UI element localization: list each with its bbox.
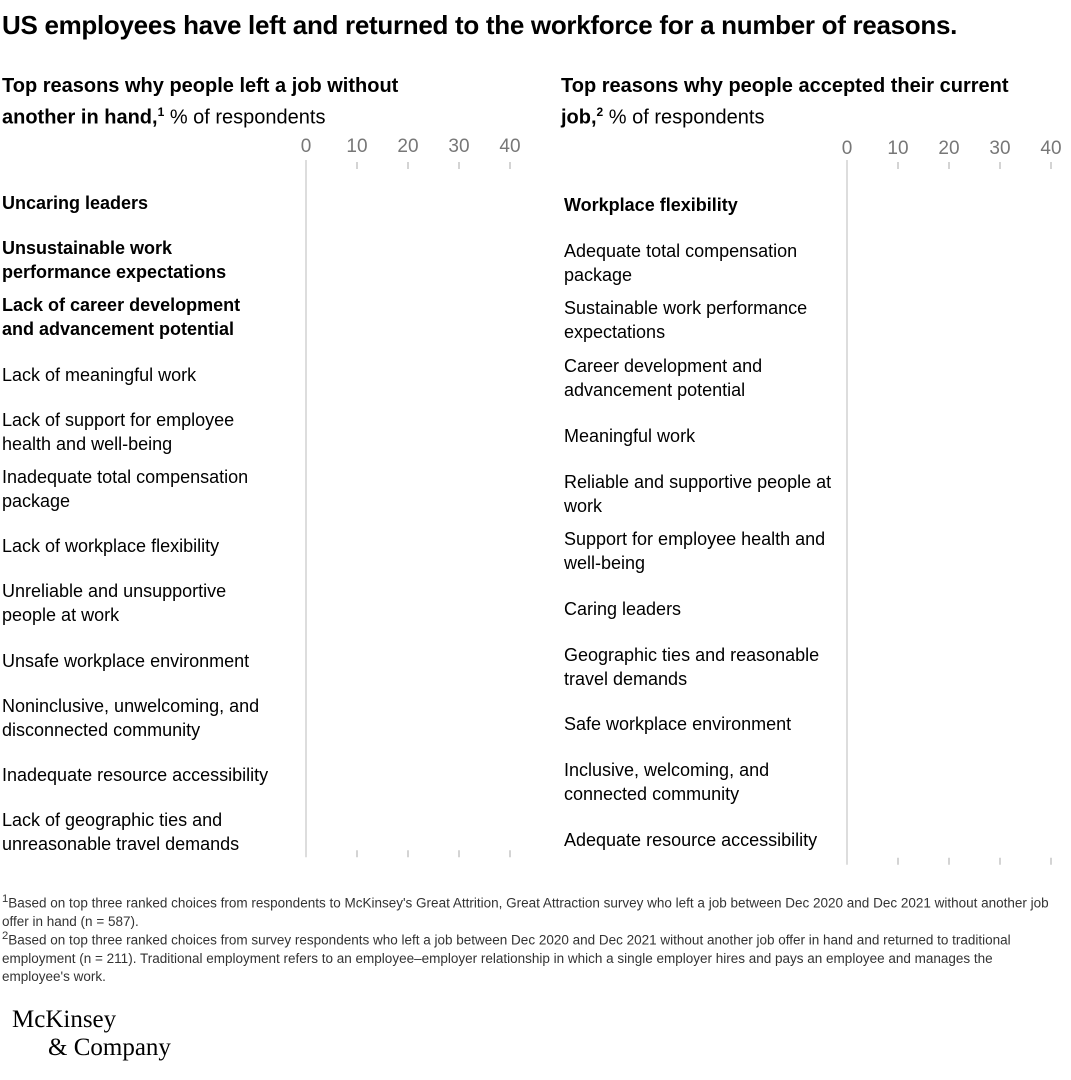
footnote-marker: 2 (2, 930, 9, 942)
category-label: Workplace flexibility (564, 195, 738, 215)
footnote-text: Based on top three ranked choices from s… (2, 932, 1011, 984)
footnote: 2Based on top three ranked choices from … (2, 927, 1062, 986)
x-tick-label: 40 (1040, 138, 1062, 159)
category-label: Lack of career development and advanceme… (2, 295, 241, 340)
logo-line: McKinsey (12, 1006, 117, 1033)
chart-subtitle: % of respondents (608, 106, 765, 129)
category-label: Caring leaders (564, 598, 682, 619)
x-tick-label: 40 (499, 136, 521, 157)
footnote-text: Based on top three ranked choices from r… (2, 895, 1049, 929)
category-label: Noninclusive, unwelcoming, and disconnec… (2, 695, 260, 740)
category-label: Unsafe workplace environment (2, 650, 250, 671)
chart-title-text: Top reasons why people accepted their cu… (561, 75, 1009, 129)
chart-title-text: Top reasons why people left a job withou… (2, 75, 399, 129)
category-label: Safe workplace environment (564, 714, 792, 735)
category-label: Geographic ties and reasonable travel de… (564, 644, 820, 689)
chart-title: Top reasons why people left a job withou… (2, 73, 472, 131)
category-label: Adequate resource accessibility (564, 829, 818, 850)
logo-line: & Company (48, 1034, 171, 1061)
x-tick-label: 10 (887, 138, 909, 159)
category-label: Unsustainable work performance expectati… (2, 238, 227, 283)
category-label: Unreliable and unsupportive people at wo… (2, 581, 227, 626)
category-label: Lack of geographic ties and unreasonable… (2, 810, 240, 855)
x-tick-label: 0 (841, 138, 853, 159)
footnote-marker: 1 (2, 893, 9, 905)
title-note: 2 (596, 105, 604, 119)
category-label: Uncaring leaders (2, 193, 149, 213)
x-tick-label: 10 (346, 136, 368, 157)
title-note: 1 (157, 105, 165, 119)
category-label: Inclusive, welcoming, and connected comm… (564, 760, 770, 804)
logo: McKinsey & Company (12, 1006, 171, 1062)
chart-title: Top reasons why people accepted their cu… (561, 73, 1031, 131)
chart-subtitle: % of respondents (169, 106, 326, 129)
x-tick-label: 0 (300, 136, 312, 157)
category-label: Sustainable work performance expectation… (564, 298, 808, 343)
x-tick-label: 30 (448, 136, 470, 157)
category-label: Support for employee health and well-bei… (564, 529, 826, 574)
category-label: Lack of meaningful work (2, 364, 197, 385)
x-tick-label: 20 (938, 138, 960, 159)
category-label: Lack of support for employee health and … (2, 409, 235, 454)
page-title: US employees have left and returned to t… (2, 10, 958, 40)
footnote: 1Based on top three ranked choices from … (2, 890, 1062, 931)
x-tick-label: 20 (397, 136, 419, 157)
category-label: Career development and advancement poten… (564, 356, 763, 401)
x-tick-label: 30 (989, 138, 1011, 159)
category-label: Inadequate total compensation package (2, 467, 249, 511)
category-label: Meaningful work (564, 425, 696, 446)
category-label: Inadequate resource accessibility (2, 765, 269, 785)
category-label: Reliable and supportive people at work (564, 471, 832, 516)
category-label: Lack of workplace flexibility (2, 536, 220, 557)
category-label: Adequate total compensation package (564, 240, 798, 285)
